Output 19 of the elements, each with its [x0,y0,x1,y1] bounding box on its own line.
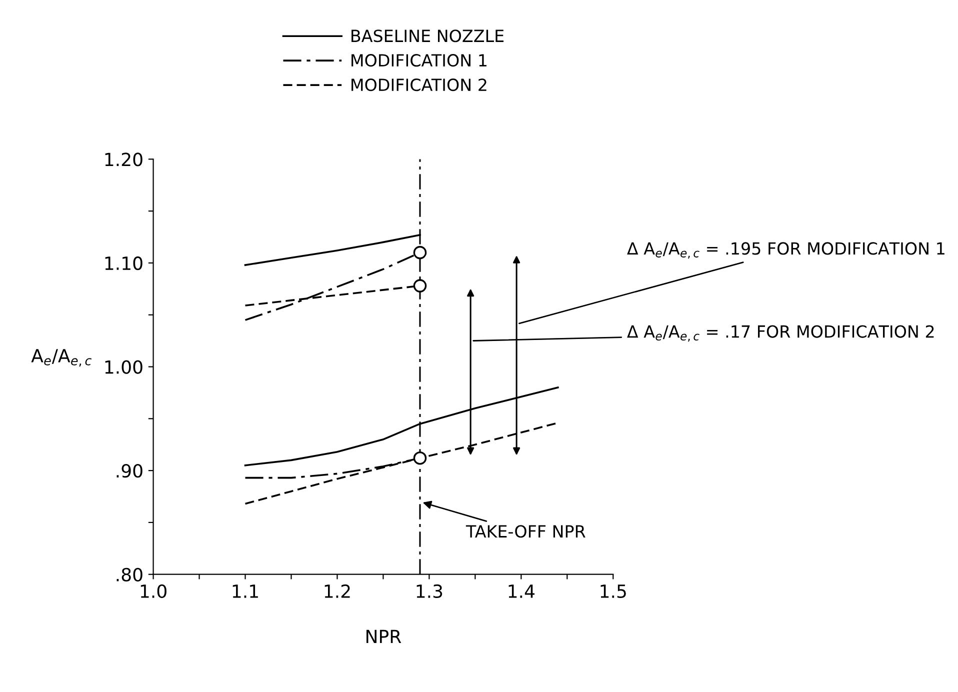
x-tick-label: 1.4 [508,584,534,598]
legend-label: BASELINE NOZZLE [352,30,504,42]
y-tick-label: 1.20 [105,152,142,166]
x-tick-label: 1.3 [416,584,442,598]
y-tick-label: 1.10 [105,256,142,270]
legend-label: MODIFICATION 2 [352,78,486,92]
y-tick-label: .80 [116,568,142,582]
y-tick-label: .90 [116,464,142,478]
x-tick-label: 1.1 [232,584,258,598]
text: Δ A$_{e}$/A$_{e,c}$ = .17 FOR MODIFICATION 2 [627,325,934,342]
x-tick-label: 1.5 [600,584,626,598]
x-axis-title: NPR [366,630,402,644]
x-tick-label: 1.2 [324,584,350,598]
y-tick-label: 1.00 [105,360,142,374]
y-axis-title: A$_{e}$/A$_{e,c}$ [31,349,92,367]
legend-label: MODIFICATION 1 [352,54,486,67]
x-tick-label: 1.0 [140,584,166,598]
text: Δ A$_{e}$/A$_{e,c}$ = .195 FOR MODIFICATION 1 [627,242,944,259]
ref-line-label: TAKE-OFF NPR [466,525,586,538]
